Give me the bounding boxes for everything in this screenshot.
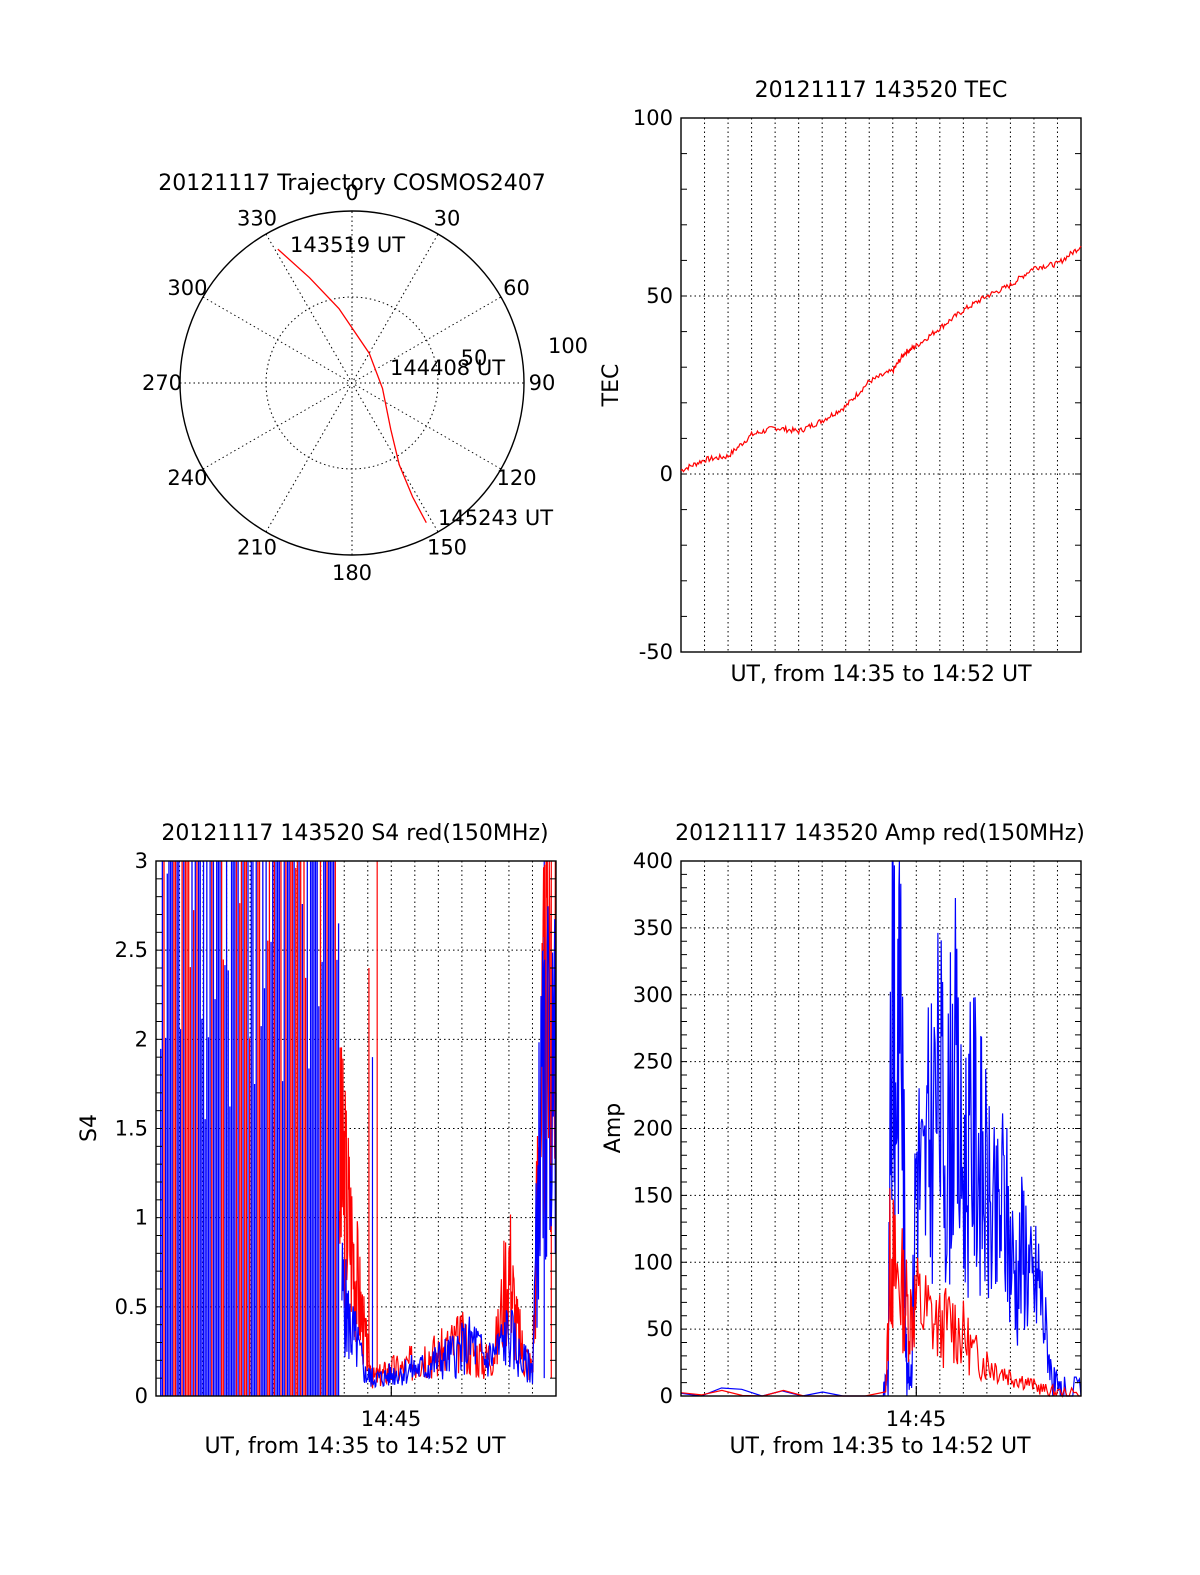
trajectory-panel: 20121117 Trajectory COSMOS2407 0 30 60 90 12… (142, 171, 588, 585)
y-tick-label: 400 (633, 849, 673, 873)
amp-x-tick-1445: 14:45 (886, 1407, 947, 1431)
s4-x-tick-1445: 14:45 (361, 1407, 422, 1431)
polar-angle-label: 330 (237, 206, 277, 230)
y-tick-label: 3 (135, 849, 148, 873)
trajectory-mid-time: 144408 UT (390, 356, 505, 380)
tec-y-ticks: -50 0 50 100 (633, 106, 1081, 664)
amp-y-ticks: 0 50 100 150 200 250 300 350 400 (633, 849, 1081, 1408)
polar-angle-labels: 0 30 60 90 120 150 180 210 240 270 300 330 (142, 181, 555, 585)
amp-title: 20121117 143520 Amp red(150MHz) (675, 821, 1085, 846)
y-tick-label: 2 (135, 1027, 148, 1051)
polar-angle-label: 210 (237, 536, 277, 560)
y-tick-label: 0 (660, 1384, 673, 1408)
trajectory-series (277, 248, 427, 524)
s4-blue-series (341, 906, 557, 1389)
trajectory-start-time: 143519 UT (290, 233, 405, 257)
y-tick-label: 1 (135, 1206, 148, 1230)
amp-x-axis-label: UT, from 14:35 to 14:52 UT (729, 1434, 1031, 1459)
polar-angle-label: 60 (503, 276, 530, 300)
polar-grid (180, 211, 524, 555)
polar-angle-label: 120 (496, 466, 536, 490)
polar-angle-label: 300 (167, 276, 207, 300)
y-tick-label: 50 (646, 284, 673, 308)
polar-angle-label: 30 (434, 206, 461, 230)
y-tick-label: -50 (639, 640, 673, 664)
polar-radial-label-50: 50 (461, 346, 488, 370)
polar-angle-label: 150 (427, 536, 467, 560)
y-tick-label: 100 (633, 106, 673, 130)
tec-y-axis-label: TEC (599, 364, 624, 408)
trajectory-title: 20121117 Trajectory COSMOS2407 (158, 171, 545, 196)
polar-angle-label: 270 (142, 371, 182, 395)
polar-angle-label: 180 (332, 561, 372, 585)
amp-blue-series (680, 860, 1082, 1397)
tec-panel: 20121117 143520 TEC -50 0 50 100 TEC UT, fr… (599, 78, 1082, 687)
y-tick-label: 0.5 (115, 1295, 148, 1319)
s4-panel: 20121117 143520 S4 red(150MHz) 0 0.5 1 1.5 2… (77, 821, 557, 1459)
amp-y-axis-label: Amp (601, 1103, 626, 1153)
polar-spoke (265, 233, 439, 533)
polar-angle-label: 90 (529, 371, 556, 395)
polar-angle-label: 0 (345, 181, 358, 205)
y-tick-label: 350 (633, 916, 673, 940)
y-tick-label: 100 (633, 1250, 673, 1274)
y-tick-label: 300 (633, 983, 673, 1007)
y-tick-label: 0 (660, 462, 673, 486)
amp-red-series (680, 1188, 1081, 1398)
trajectory-end-time: 145243 UT (438, 506, 553, 530)
tec-series (680, 245, 1082, 473)
s4-y-axis-label: S4 (77, 1114, 102, 1142)
amp-panel: 20121117 143520 Amp red(150MHz) 0 50 100 15… (601, 821, 1085, 1459)
s4-dense-traces (160, 861, 552, 1396)
tec-plot-frame (680, 117, 1082, 653)
tec-title: 20121117 143520 TEC (755, 78, 1008, 103)
y-tick-label: 0 (135, 1384, 148, 1408)
s4-y-ticks: 0 0.5 1 1.5 2 2.5 3 (115, 849, 556, 1408)
y-tick-label: 2.5 (115, 938, 148, 962)
polar-outer-circle (179, 210, 525, 556)
y-tick-label: 1.5 (115, 1117, 148, 1141)
y-tick-label: 250 (633, 1050, 673, 1074)
tec-grid (681, 118, 1081, 652)
tec-x-axis-label: UT, from 14:35 to 14:52 UT (730, 662, 1032, 687)
y-tick-label: 200 (633, 1117, 673, 1141)
polar-inner-circle (265, 296, 439, 470)
s4-title: 20121117 143520 S4 red(150MHz) (161, 821, 548, 846)
polar-angle-label: 240 (167, 466, 207, 490)
y-tick-label: 150 (633, 1183, 673, 1207)
y-tick-label: 50 (646, 1317, 673, 1341)
amp-grid (681, 861, 1081, 1396)
s4-x-axis-label: UT, from 14:35 to 14:52 UT (204, 1434, 506, 1459)
polar-radial-label-100: 100 (548, 334, 588, 358)
